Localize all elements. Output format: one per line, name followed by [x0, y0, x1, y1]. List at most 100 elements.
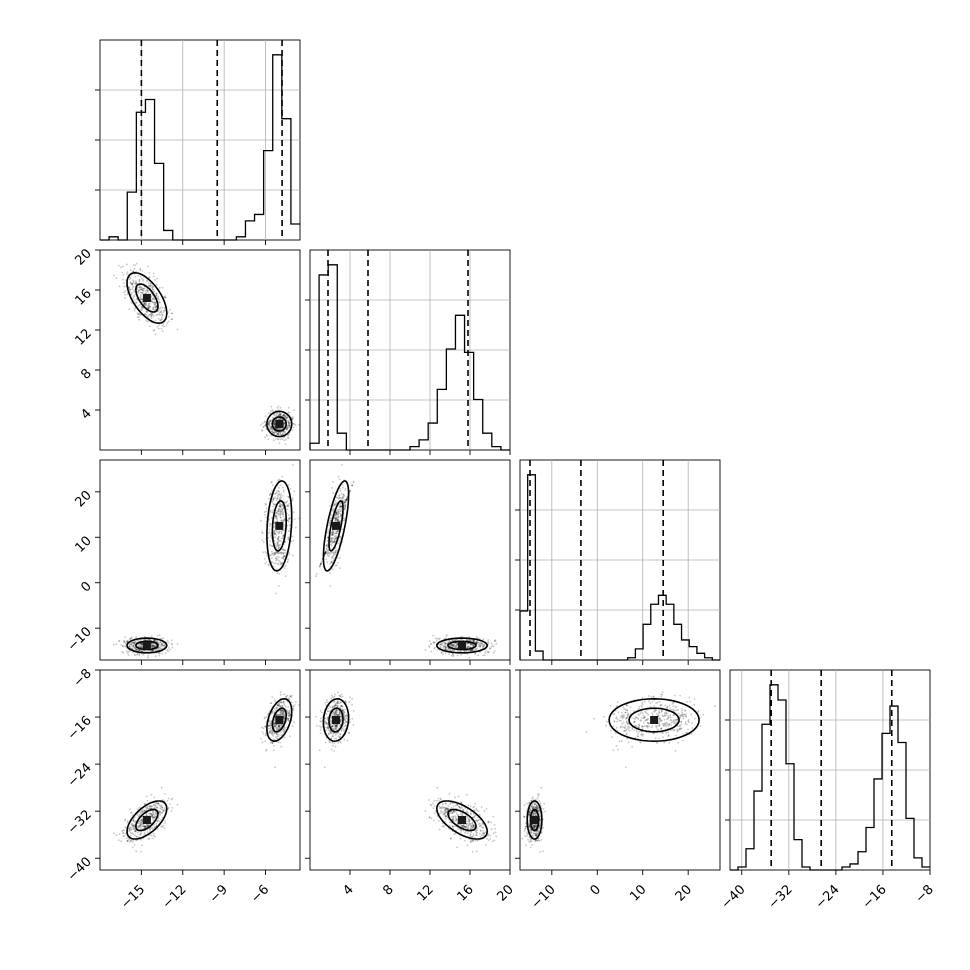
- scatter-point: [141, 291, 144, 294]
- scatter-point: [153, 807, 156, 809]
- scatter-point: [298, 704, 300, 706]
- scatter-point: [273, 724, 275, 727]
- scatter-point: [160, 811, 163, 814]
- scatter-point: [476, 809, 478, 811]
- scatter-point: [133, 646, 136, 649]
- scatter-point: [324, 717, 326, 720]
- scatter-point: [444, 811, 447, 814]
- scatter-point: [528, 825, 531, 828]
- scatter-point: [154, 303, 157, 306]
- density-contour: [435, 800, 489, 840]
- scatter-point: [260, 424, 262, 426]
- scatter-point: [461, 812, 464, 815]
- scatter-point: [161, 324, 164, 327]
- scatter-point: [267, 421, 270, 424]
- scatter-point: [269, 509, 272, 512]
- scatter-point: [334, 724, 337, 727]
- scatter-point: [270, 702, 273, 705]
- scatter-point: [118, 833, 121, 836]
- scatter-point: [280, 711, 283, 713]
- scatter-point: [151, 814, 154, 817]
- scatter-point: [329, 519, 332, 522]
- scatter-point: [335, 512, 338, 515]
- scatter-point: [471, 649, 474, 652]
- scatter-point: [447, 807, 449, 810]
- scatter-point: [336, 704, 339, 707]
- scatter-point: [276, 492, 278, 494]
- scatter-point: [161, 811, 164, 814]
- scatter-point: [148, 284, 150, 287]
- scatter-point: [276, 432, 279, 435]
- scatter-point: [329, 551, 332, 554]
- scatter-point: [131, 642, 134, 644]
- scatter-points: [315, 691, 498, 853]
- scatter-point: [279, 413, 281, 416]
- scatter-point: [483, 810, 486, 813]
- scatter-point: [467, 645, 470, 648]
- scatter-point: [444, 646, 447, 648]
- scatter-point: [533, 812, 535, 814]
- scatter-point: [132, 645, 135, 648]
- scatter-point: [277, 735, 280, 737]
- scatter-point: [145, 292, 148, 295]
- scatter-point: [349, 721, 351, 724]
- scatter-point: [430, 817, 433, 820]
- scatter-point: [150, 650, 153, 653]
- scatter-point: [459, 813, 462, 816]
- scatter-point: [464, 830, 467, 833]
- scatter-point: [141, 810, 144, 813]
- scatter-point: [142, 289, 145, 292]
- scatter-point: [140, 838, 143, 841]
- scatter-point: [279, 543, 282, 546]
- scatter-point: [276, 516, 278, 518]
- scatter-point: [136, 316, 139, 319]
- scatter-point: [157, 317, 160, 320]
- scatter-point: [286, 504, 289, 506]
- scatter-point: [155, 294, 158, 297]
- scatter-point: [537, 829, 539, 832]
- scatter-point: [294, 424, 297, 427]
- scatter-point: [333, 704, 336, 707]
- scatter-point: [667, 734, 670, 737]
- scatter-point: [153, 298, 156, 300]
- scatter-point: [446, 634, 448, 636]
- scatter-point: [470, 639, 473, 642]
- scatter-point: [473, 826, 475, 829]
- scatter-point: [151, 645, 153, 647]
- scatter-point: [150, 317, 153, 319]
- scatter-point: [340, 693, 343, 696]
- scatter-point: [332, 724, 334, 727]
- scatter-point: [277, 545, 280, 547]
- scatter-point: [154, 301, 157, 303]
- scatter-point: [288, 421, 290, 424]
- scatter-point: [337, 512, 340, 515]
- scatter-point: [144, 635, 146, 638]
- scatter-point: [138, 303, 141, 306]
- scatter-point: [265, 750, 267, 752]
- scatter-point: [667, 714, 669, 717]
- scatter-point: [485, 650, 487, 652]
- scatter-point: [528, 811, 531, 814]
- scatter-point: [130, 636, 133, 639]
- scatter-point: [342, 501, 345, 503]
- scatter-point: [443, 642, 446, 644]
- scatter-point: [128, 826, 131, 829]
- scatter-point: [524, 835, 526, 838]
- scatter-point: [154, 815, 157, 818]
- scatter-point: [334, 693, 336, 696]
- scatter-point: [344, 503, 347, 506]
- density-contour: [447, 808, 477, 832]
- scatter-point: [352, 480, 355, 483]
- scatter-point: [287, 536, 290, 539]
- scatter-point: [444, 807, 447, 810]
- scatter-point: [154, 649, 157, 651]
- scatter-point: [269, 540, 271, 542]
- scatter-point: [277, 544, 279, 547]
- scatter-point: [274, 438, 277, 440]
- scatter-point: [279, 496, 281, 499]
- scatter-point: [342, 729, 345, 732]
- scatter-point: [349, 719, 351, 721]
- scatter-point: [126, 820, 129, 822]
- scatter-point: [339, 695, 342, 698]
- scatter-point: [279, 563, 282, 566]
